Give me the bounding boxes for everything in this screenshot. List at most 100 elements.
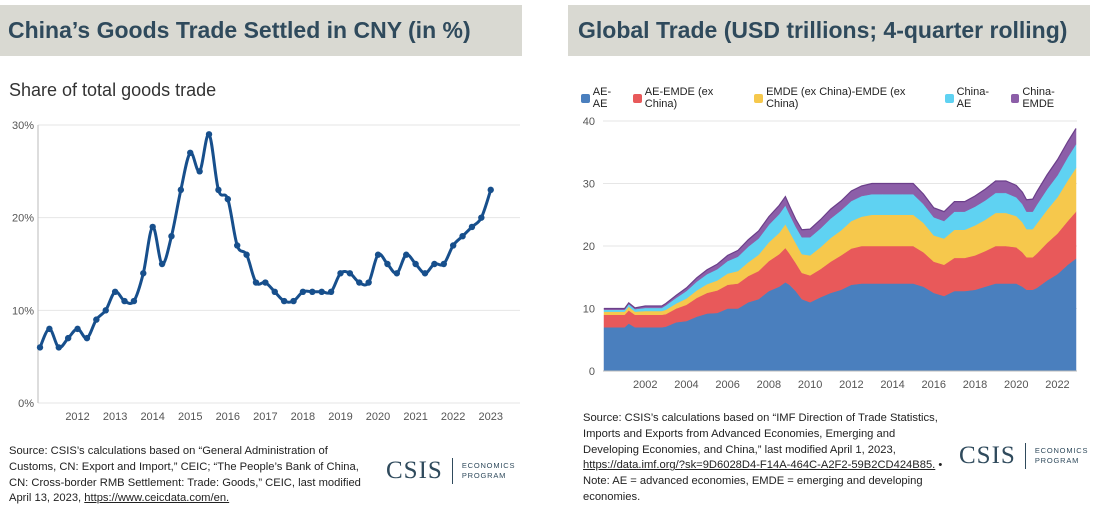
y-tick-label: 10 (583, 304, 595, 316)
legend-swatch (754, 93, 764, 103)
right-area-chart: 0 10 20 30 40 2002 2004 2006 2008 2010 2012 2014 201… (583, 116, 1077, 391)
logo-program-line2: PROGRAM (1034, 456, 1080, 465)
right-source-link[interactable]: https://data.imf.org/?sk=9D6028D4-F14A-4… (583, 459, 936, 472)
right-source-text: Source: CSIS’s calculations based on “IM… (583, 412, 938, 456)
left-source-link[interactable]: https://www.ceicdata.com/en. (84, 492, 230, 505)
data-point (309, 288, 316, 295)
x-tick-label: 2004 (674, 379, 698, 391)
total-outline (604, 128, 1077, 310)
right-csis-logo: CSIS ECONOMICS PROGRAM (959, 442, 1088, 470)
x-tick-label: 2002 (633, 379, 657, 391)
x-tick-label: 2006 (715, 379, 739, 391)
data-point (384, 260, 391, 268)
data-point (93, 316, 100, 323)
legend-swatch (632, 93, 642, 103)
legend-swatch (944, 93, 954, 103)
legend-label: AE-EMDE (ex China) (644, 86, 714, 110)
data-point (36, 344, 44, 351)
data-point (111, 288, 119, 295)
data-point (102, 307, 109, 314)
data-point (327, 288, 335, 295)
x-tick-label: 2008 (757, 379, 781, 391)
x-tick-label: 2020 (366, 411, 390, 423)
data-point (130, 297, 138, 305)
y-tick-label: 30 (583, 179, 595, 191)
right-source-note: • Note: AE = advanced economies, EMDE = … (583, 459, 943, 503)
x-tick-label: 2022 (441, 411, 465, 423)
legend-item: AE-AE (581, 86, 625, 110)
data-point (299, 288, 307, 295)
x-tick-label: 2019 (328, 411, 352, 423)
data-point (215, 186, 222, 194)
x-tick-label: 2015 (178, 411, 202, 423)
data-point (478, 214, 485, 221)
x-tick-label: 2012 (65, 411, 89, 423)
data-point (224, 195, 232, 203)
logo-program-line2: PROGRAM (461, 471, 507, 480)
data-point (365, 279, 372, 286)
x-tick-label: 2021 (403, 411, 427, 423)
data-point (158, 260, 166, 268)
data-point (149, 223, 156, 231)
y-tick-label: 0 (589, 366, 595, 378)
data-point (290, 297, 297, 305)
data-point (421, 270, 429, 277)
logo-program-line1: ECONOMICS (461, 461, 516, 470)
left-csis-logo: CSIS ECONOMICS PROGRAM (386, 457, 515, 485)
chart-legend: AE-AE AE-EMDE (ex China) EMDE (ex China)-E… (581, 86, 1093, 110)
x-tick-label: 2018 (291, 411, 315, 423)
data-point (431, 260, 438, 268)
data-point (233, 242, 241, 249)
left-source-text: Source: CSIS’s calculations based on “Ge… (9, 445, 361, 505)
y-tick-label: 40 (583, 116, 595, 128)
left-panel: China’s Goods Trade Settled in CNY (in %… (0, 0, 530, 512)
x-tick-label: 2014 (880, 379, 904, 391)
legend-label: China-EMDE (1022, 86, 1055, 110)
right-source: Source: CSIS’s calculations based on “IM… (583, 411, 953, 506)
data-point (346, 270, 354, 277)
x-tick-label: 2023 (478, 411, 502, 423)
data-point (403, 251, 410, 258)
data-point (412, 260, 419, 268)
cny-share-line (38, 132, 493, 350)
legend-item: EMDE (ex China)-EMDE (ex China) (754, 86, 937, 110)
legend-item: China-EMDE (1010, 86, 1085, 110)
data-point (177, 186, 185, 194)
logo-divider (451, 458, 453, 484)
data-point (459, 233, 466, 240)
logo-program: ECONOMICS PROGRAM (462, 461, 515, 481)
data-point (374, 251, 382, 258)
y-tick-label: 20% (12, 213, 34, 225)
y-tick-label: 30% (12, 120, 34, 132)
data-point (487, 186, 494, 194)
data-point (243, 251, 250, 258)
data-point (46, 325, 53, 333)
legend-label: China-AE (956, 86, 990, 110)
data-point (318, 288, 325, 295)
logo-wordmark: CSIS (386, 457, 443, 484)
x-tick-label: 2020 (1004, 379, 1028, 391)
x-tick-label: 2016 (922, 379, 946, 391)
data-point (74, 325, 81, 333)
logo-wordmark: CSIS (959, 442, 1016, 469)
data-point (83, 334, 91, 342)
x-tick-label: 2016 (216, 411, 240, 423)
data-point (449, 242, 457, 249)
data-point (252, 279, 260, 286)
x-tick-label: 2010 (798, 379, 822, 391)
legend-swatch (581, 93, 590, 103)
data-point (205, 131, 213, 138)
data-point (196, 168, 203, 175)
x-tick-label: 2017 (253, 411, 277, 423)
y-tick-label: 10% (12, 305, 34, 317)
data-point (468, 223, 476, 231)
legend-swatch (1010, 93, 1020, 103)
data-point (140, 270, 147, 277)
x-tick-label: 2018 (963, 379, 987, 391)
legend-label: EMDE (ex China)-EMDE (ex China) (766, 86, 906, 110)
legend-item: China-AE (944, 86, 1003, 110)
y-tick-label: 0% (18, 398, 34, 410)
data-point (168, 233, 175, 240)
left-title: China’s Goods Trade Settled in CNY (in %… (0, 5, 522, 56)
data-point (262, 279, 269, 286)
